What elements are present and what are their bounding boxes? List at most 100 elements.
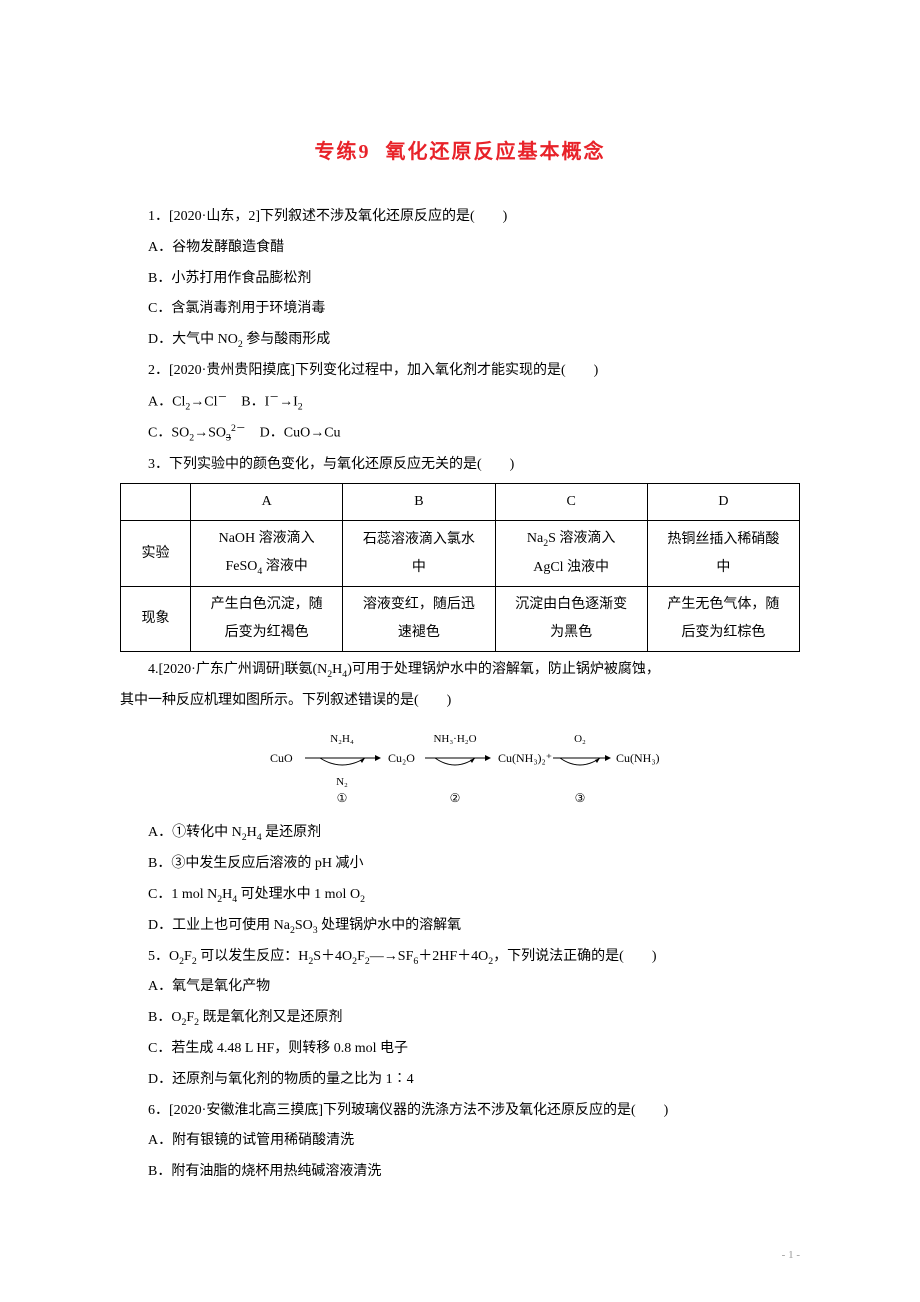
q1-d-post: 参与酸雨形成 [243,332,331,347]
diagram-n2: N₂ [336,776,348,788]
q4a-mid: H [247,825,257,840]
q2-d: D．CuO→Cu [246,426,341,441]
cell-d1: 热铜丝插入稀硝酸 中 [647,521,799,586]
c2-l2: 为黑色 [550,625,592,640]
diagram-c1: ① [337,791,348,805]
q2-c-sup: 2－ [231,423,246,434]
q2-stem: 2．[2020·贵州贵阳摸底]下列变化过程中，加入氧化剂才能实现的是( ) [120,356,800,387]
reaction-diagram: N₂H₄ CuO N₂ Cu₂O NH₃·H₂O Cu(NH₃)₂⁺ O₂ Cu… [260,730,660,808]
diagram-cunh34: Cu(NH₃)₄²⁺ [616,751,660,765]
d2-l2: 后变为红棕色 [681,625,765,640]
q2-a-pre: A．Cl [148,394,185,409]
q5b-mid: F [186,1010,194,1025]
th-c: C [495,484,647,521]
d2-l1: 产生无色气体，随 [667,597,779,612]
q4-stem: 4.[2020·广东广州调研]联氨(N2H4)可用于处理锅炉水中的溶解氧，防止锅… [120,655,800,686]
cell-c2: 沉淀由白色逐渐变 为黑色 [495,586,647,651]
diagram-c3: ③ [575,791,586,805]
q4-pre: 4.[2020·广东广州调研]联氨(N [148,662,327,677]
diagram-cuo: CuO [270,751,293,765]
b1-l2: 中 [412,560,426,575]
q5-m6: ＋2HF＋4O [418,949,488,964]
diagram-nh3h2o: NH₃·H₂O [433,733,476,745]
q5b-pre: B．O [148,1010,181,1025]
q5-opt-d: D．还原剂与氧化剂的物质的量之比为 1∶4 [120,1065,800,1096]
q4d-post: 处理锅炉水中的溶解氧 [318,918,462,933]
row2-label: 现象 [121,586,191,651]
q1-stem: 1．[2020·山东，2]下列叙述不涉及氧化还原反应的是( ) [120,202,800,233]
q5-pre: 5．O [148,949,179,964]
q2-c-sub2: 3 [226,433,231,444]
q4-opt-d: D．工业上也可使用 Na2SO3 处理锅炉水中的溶解氧 [120,911,800,942]
cell-a2: 产生白色沉淀，随 后变为红褐色 [191,586,343,651]
cell-a1: NaOH 溶液滴入 FeSO4 溶液中 [191,521,343,586]
q2-opt-cd: C．SO2→SO32－ D．CuO→Cu [120,418,800,449]
row1-label: 实验 [121,521,191,586]
q5b-post: 既是氧化剂又是还原剂 [199,1010,343,1025]
a1-l2-post: 溶液中 [262,559,308,574]
q2-opt-ab: A．Cl2→Cl－ B．I－→I2 [120,387,800,418]
q4-mid1: H [332,662,342,677]
c1-l1-pre: Na [527,531,543,546]
cell-d2: 产生无色气体，随 后变为红棕色 [647,586,799,651]
th-b: B [343,484,495,521]
q6-opt-b: B．附有油脂的烧杯用热纯碱溶液清洗 [120,1157,800,1188]
diagram-o2: O₂ [574,733,586,745]
q4c-s3: 2 [360,894,365,905]
q5-m4: F [357,949,365,964]
q3-stem: 3．下列实验中的颜色变化，与氧化还原反应无关的是( ) [120,450,800,481]
q1-opt-c: C．含氯消毒剂用于环境消毒 [120,294,800,325]
page-number: - 1 - [782,1243,800,1267]
q2-a-mid: →Cl [190,394,217,409]
q5-m2: 可以发生反应：H [197,949,309,964]
q4-opt-c: C．1 mol N2H4 可处理水中 1 mol O2 [120,880,800,911]
q4-post1: )可用于处理锅炉水中的溶解氧，防止锅炉被腐蚀， [347,662,660,677]
diagram-cu2o: Cu₂O [388,751,415,765]
cell-b2: 溶液变红，随后迅 速褪色 [343,586,495,651]
q4c-pre: C．1 mol N [148,887,217,902]
q6-opt-a: A．附有银镜的试管用稀硝酸清洗 [120,1126,800,1157]
q2-b-sup: － [269,392,279,403]
b2-l1: 溶液变红，随后迅 [363,597,475,612]
a1-l1: NaOH 溶液滴入 [219,531,315,546]
th-d: D [647,484,799,521]
q4d-mid: SO [295,918,313,933]
b2-l2: 速褪色 [398,625,440,640]
q5-post: ，下列说法正确的是( ) [493,949,656,964]
a2-l2: 后变为红褐色 [225,625,309,640]
q2-c-mid: →SO [194,426,226,441]
q4a-post: 是还原剂 [262,825,322,840]
page-title: 专练9 氧化还原反应基本概念 [120,130,800,174]
d1-l2: 中 [716,560,730,575]
title-main: 氧化还原反应基本概念 [386,141,606,163]
c1-l2: AgCl 浊液中 [533,560,609,575]
q2-a-sup: － [217,392,227,403]
table-row: A B C D [121,484,800,521]
q5-m1: F [184,949,192,964]
diagram-cunh32: Cu(NH₃)₂⁺ [498,751,552,765]
q2-b-sub: 2 [298,401,303,412]
d1-l1: 热铜丝插入稀硝酸 [667,532,779,547]
q4-opt-b: B．③中发生反应后溶液的 pH 减小 [120,849,800,880]
q1-d-pre: D．大气中 NO [148,332,238,347]
q5-m3: S＋4O [313,949,352,964]
diagram-c2: ② [450,791,461,805]
th-blank [121,484,191,521]
q2-b-pre: B．I [227,394,269,409]
q6-stem: 6．[2020·安徽淮北高三摸底]下列玻璃仪器的洗涤方法不涉及氧化还原反应的是(… [120,1096,800,1127]
cell-b1: 石蕊溶液滴入氯水 中 [343,521,495,586]
table-row: 现象 产生白色沉淀，随 后变为红褐色 溶液变红，随后迅 速褪色 沉淀由白色逐渐变… [121,586,800,651]
q2-b-mid: →I [279,394,298,409]
c2-l1: 沉淀由白色逐渐变 [515,597,627,612]
q3-table: A B C D 实验 NaOH 溶液滴入 FeSO4 溶液中 石蕊溶液滴入氯水 … [120,483,800,651]
q1-opt-b: B．小苏打用作食品膨松剂 [120,264,800,295]
c1-l1-post: S 溶液滴入 [548,531,615,546]
q1-opt-a: A．谷物发酵酿造食醋 [120,233,800,264]
q2-c-pre: C．SO [148,426,189,441]
q4-opt-a: A．①转化中 N2H4 是还原剂 [120,818,800,849]
diagram-n2h4: N₂H₄ [330,733,354,745]
q4-stem-line2: 其中一种反应机理如图所示。下列叙述错误的是( ) [120,686,800,717]
table-row: 实验 NaOH 溶液滴入 FeSO4 溶液中 石蕊溶液滴入氯水 中 Na2S 溶… [121,521,800,586]
a1-l2-pre: FeSO [225,559,257,574]
q4c-m1: H [222,887,232,902]
